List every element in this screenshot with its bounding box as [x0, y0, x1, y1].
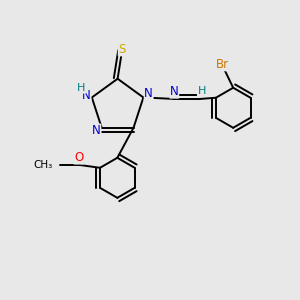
Text: Br: Br — [216, 58, 230, 71]
Text: H: H — [77, 83, 86, 93]
Text: N: N — [170, 85, 179, 98]
Text: CH₃: CH₃ — [33, 160, 52, 170]
Text: N: N — [144, 87, 153, 101]
Text: N: N — [92, 124, 101, 137]
Text: O: O — [74, 151, 83, 164]
Text: H: H — [197, 86, 206, 96]
Text: N: N — [82, 88, 91, 102]
Text: S: S — [118, 43, 126, 56]
